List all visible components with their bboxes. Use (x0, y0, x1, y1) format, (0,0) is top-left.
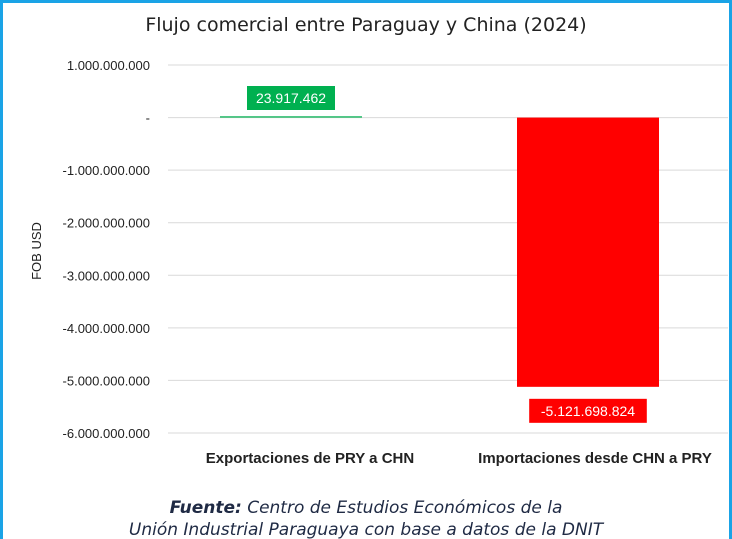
data-label: -5.121.698.824 (541, 403, 635, 419)
y-tick-label: -5.000.000.000 (63, 373, 150, 388)
data-label-box (247, 86, 335, 110)
y-tick-label: - (146, 111, 150, 126)
y-axis-label: FOB USD (29, 222, 44, 280)
bar-chart: 1.000.000.000 - -1.000.000.000 -2.000.000.0… (29, 58, 728, 467)
y-tick-label: -4.000.000.000 (63, 321, 150, 336)
source-label: Fuente: (169, 498, 242, 518)
data-label: 23.917.462 (256, 90, 326, 106)
data-label-box (529, 398, 647, 423)
y-tick-label: -1.000.000.000 (63, 163, 150, 178)
source-note: Fuente: Centro de Estudios Económicos de… (3, 497, 729, 539)
x-category-label: Exportaciones de PRY a CHN (206, 450, 414, 467)
x-category-label: Importaciones desde CHN a PRY (478, 450, 712, 467)
y-tick-label: 1.000.000.000 (67, 58, 150, 73)
bar (517, 117, 659, 387)
source-text-line2: Unión Industrial Paraguaya con base a da… (128, 520, 604, 539)
y-tick-label: -3.000.000.000 (63, 268, 150, 283)
chart-title: Flujo comercial entre Paraguay y China (… (145, 14, 587, 36)
y-tick-label: -6.000.000.000 (63, 426, 150, 441)
bar (220, 116, 362, 118)
source-text-line1: Centro de Estudios Económicos de la (241, 498, 563, 518)
y-tick-label: -2.000.000.000 (63, 216, 150, 231)
